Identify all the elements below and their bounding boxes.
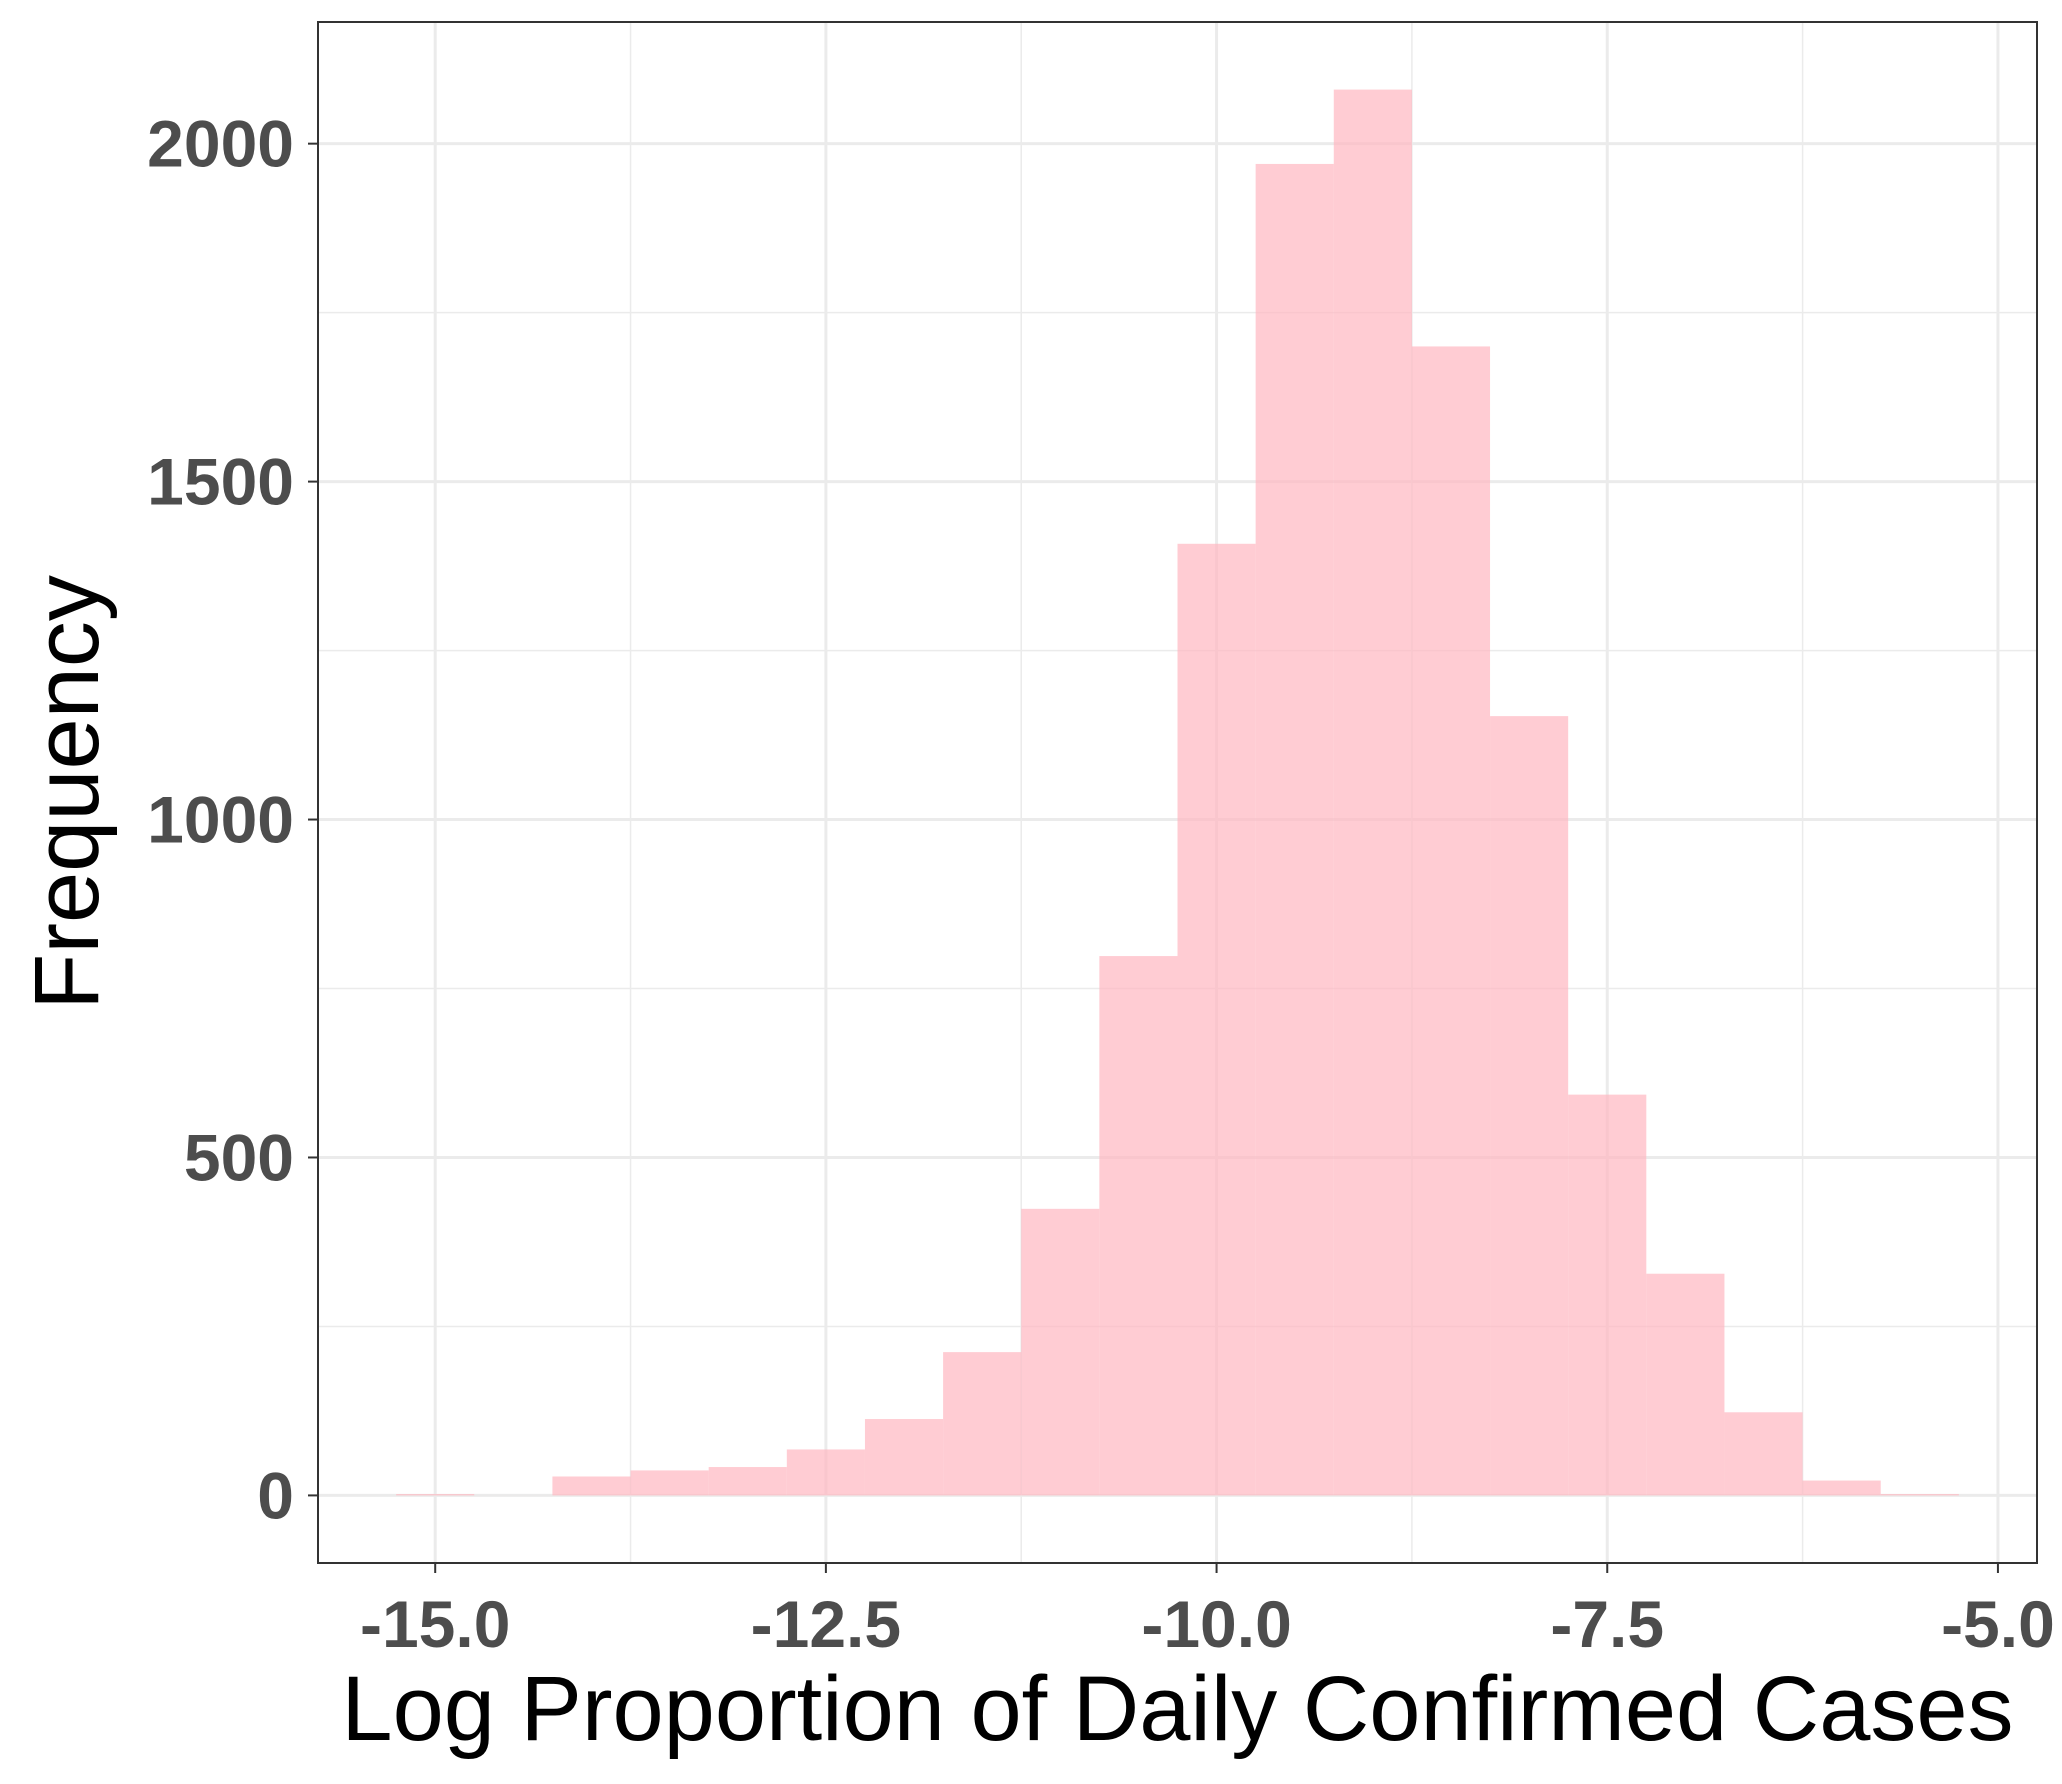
- histogram-bar: [1333, 89, 1412, 1496]
- histogram-bar: [630, 1470, 709, 1496]
- histogram-bar: [1490, 716, 1569, 1496]
- histogram-bar: [864, 1419, 944, 1496]
- histogram-bar: [1568, 1094, 1647, 1496]
- x-tick-label: -15.0: [360, 1587, 510, 1661]
- y-tick-label: 0: [257, 1458, 294, 1532]
- histogram-bar: [708, 1467, 787, 1496]
- histogram-bar: [1021, 1208, 1100, 1496]
- y-tick-label: 500: [184, 1120, 294, 1194]
- y-tick-label: 1000: [147, 783, 294, 857]
- histogram-bar: [396, 1494, 475, 1496]
- y-tick-label: 2000: [147, 107, 294, 181]
- x-tick-label: -5.0: [1941, 1587, 2055, 1661]
- histogram-bar: [1255, 163, 1334, 1496]
- x-tick-label: -12.5: [751, 1587, 901, 1661]
- histogram-bar: [1880, 1494, 1959, 1496]
- histogram-bar: [943, 1352, 1022, 1496]
- histogram-bar: [1411, 346, 1491, 1496]
- histogram-bar: [1724, 1412, 1803, 1496]
- histogram-bar: [1099, 956, 1178, 1496]
- y-axis-title: Frequency: [16, 575, 118, 1010]
- x-tick-label: -7.5: [1550, 1587, 1664, 1661]
- y-axis-ticks: 0 500 1000 1500 2000: [147, 107, 318, 1532]
- histogram-bar: [552, 1476, 631, 1496]
- plot-panel-border: [317, 21, 2038, 1564]
- y-tick-label: 1500: [147, 445, 294, 519]
- histogram-bar: [1177, 543, 1256, 1496]
- x-tick-label: -10.0: [1141, 1587, 1291, 1661]
- histogram-bar: [786, 1449, 865, 1496]
- histogram-bar: [1802, 1480, 1881, 1496]
- x-axis-title: Log Proportion of Daily Confirmed Cases: [341, 1658, 2013, 1760]
- histogram-bars: [396, 89, 1959, 1496]
- x-axis-ticks: -15.0 -12.5 -10.0 -7.5 -5.0: [360, 1563, 2055, 1661]
- histogram-bar: [1646, 1273, 1725, 1496]
